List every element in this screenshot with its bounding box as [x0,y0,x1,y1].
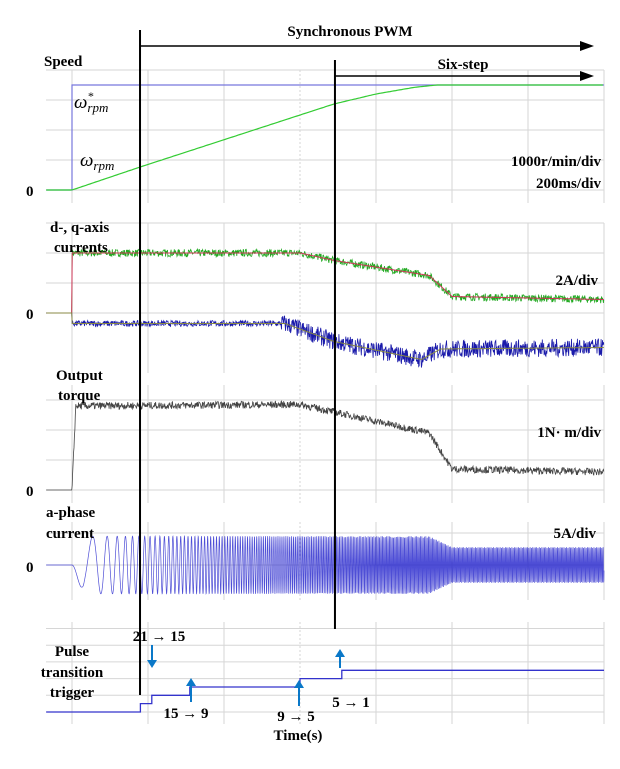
wref-label: ω* rpm [74,89,108,115]
transition-arrow-icon [335,649,345,657]
time-scale: 200ms/div [536,176,602,192]
speed-scale: 1000r/min/div [511,154,602,170]
torque-zero: 0 [26,484,34,500]
transition-arrow-icon [186,678,196,686]
ia-title-2: current [46,526,94,542]
ia-scale: 5A/div [553,526,596,542]
speed-zero: 0 [26,184,34,200]
speed-series-speed-reference [46,84,604,191]
ia-zero: 0 [26,560,34,576]
region-label-synchronous-pwm: Synchronous PWM [287,24,412,40]
w-label: ωrpm [80,150,114,173]
transition-label: 9 → 5 [277,709,315,725]
region-label-six-step: Six-step [438,57,489,73]
transition-label: 15 → 9 [164,706,209,722]
transition-arrow-icon [294,680,304,688]
dq-series-d-axis [46,312,605,368]
speed-series-speed [46,84,603,191]
transition-label: 5 → 1 [332,695,370,711]
ia-title-1: a-phase [46,505,96,521]
torque-series-torque [46,400,605,491]
dq-title-1: d-, q-axis [50,220,109,236]
transition-label: 21 → 15 [133,629,186,645]
torque-scale: 1N· m/div [537,425,601,441]
dq-zero: 0 [26,307,34,323]
torque-title-1: Output [56,368,103,384]
dq-scale: 2A/div [555,273,598,289]
six-step-arrow-head [580,71,594,81]
sync-pwm-arrow-head [580,41,594,51]
dq-title-2: currents [54,240,108,256]
speed-title: Speed [44,54,83,70]
transition-arrow-icon [147,660,157,668]
pulse-title-1: Pulse [55,644,90,660]
pulse-title-2: transition [41,665,104,681]
x-axis-label: Time(s) [274,728,323,744]
torque-title-2: torque [58,388,101,404]
pulse-title-3: trigger [50,685,94,701]
pulse-series [46,669,604,713]
